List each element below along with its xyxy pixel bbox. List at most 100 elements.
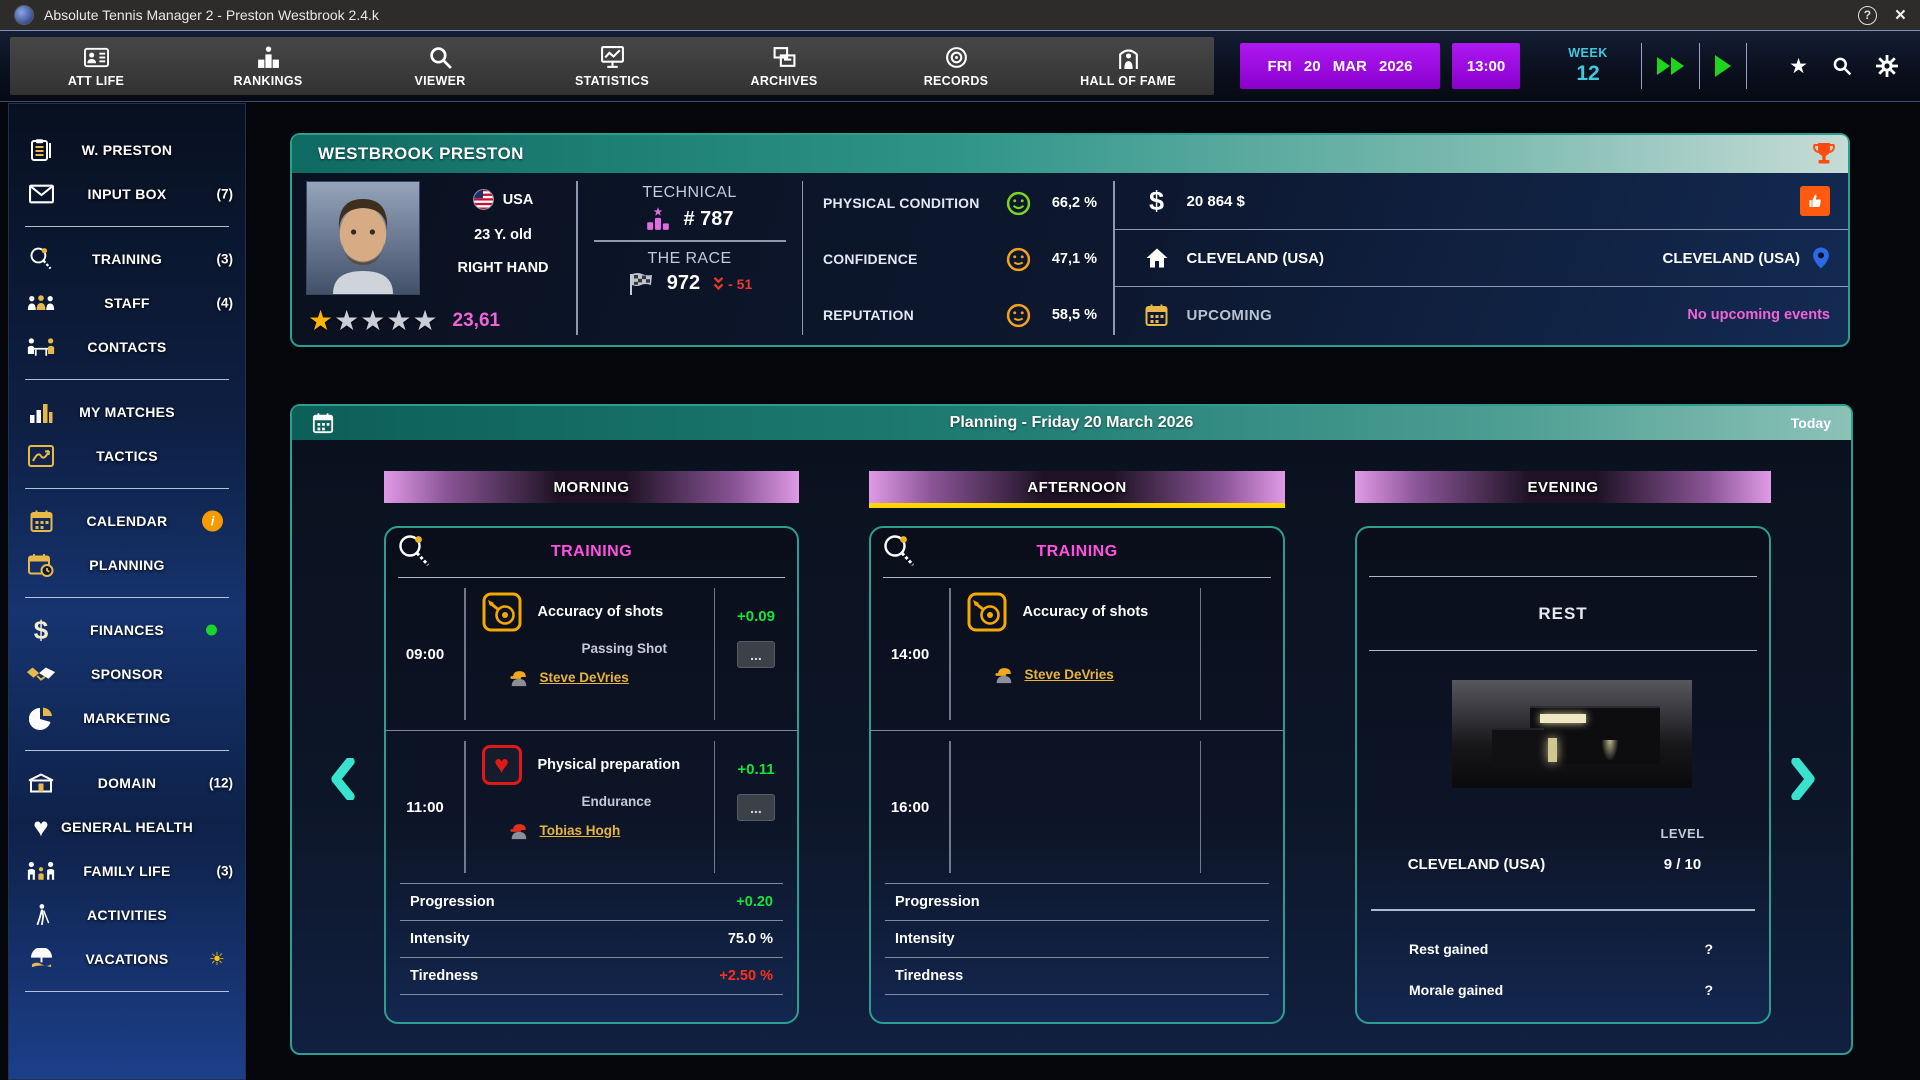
session-time: 11:00 xyxy=(406,798,444,816)
divider xyxy=(1199,741,1201,873)
summary-row: Tiredness +2.50 % xyxy=(400,957,783,995)
summary-label: Tiredness xyxy=(895,968,964,984)
rest-gained-row: Rest gained ? xyxy=(1409,928,1713,969)
summary-label: Intensity xyxy=(410,931,470,947)
sidebar-item-tactics[interactable]: TACTICS xyxy=(9,434,245,478)
gear-icon[interactable] xyxy=(1876,55,1898,77)
sidebar-item-planning[interactable]: PLANNING xyxy=(9,543,245,587)
sidebar-item-staff[interactable]: STAFF (4) xyxy=(9,281,245,325)
envelope-icon xyxy=(25,184,57,204)
calendar-clock-icon xyxy=(25,553,57,578)
session-time: 16:00 xyxy=(890,798,930,816)
upcoming-label: UPCOMING xyxy=(1186,306,1273,324)
technical-rank: # 787 xyxy=(683,207,734,230)
info-badge: i xyxy=(202,510,223,532)
condition-row: CONFIDENCE 47,1 % xyxy=(803,231,1113,287)
sidebar-item-input-box[interactable]: INPUT BOX (7) xyxy=(9,172,245,216)
sidebar-item-sponsor[interactable]: SPONSOR xyxy=(9,652,245,696)
session-title: Accuracy of shots xyxy=(537,604,664,620)
player-card-header: WESTBROOK PRESTON xyxy=(292,135,1848,173)
thumbs-up-badge[interactable] xyxy=(1800,186,1830,216)
sidebar-item-calendar[interactable]: CALENDAR i xyxy=(9,499,245,543)
building-icon xyxy=(25,773,57,794)
current-date-button[interactable]: FRI 20 MAR 2026 xyxy=(1240,43,1440,89)
training-session-row[interactable]: 14:00 Accuracy of shots xyxy=(871,578,1283,730)
beach-umbrella-icon xyxy=(25,948,57,970)
card-title: TRAINING xyxy=(550,543,633,560)
progression-gain: +0.09 xyxy=(737,608,775,625)
close-icon[interactable]: × xyxy=(1894,4,1906,26)
nav-tab-statistics[interactable]: STATISTICS xyxy=(526,37,698,95)
sidebar-item-marketing[interactable]: MARKETING xyxy=(9,696,245,740)
help-icon[interactable]: ? xyxy=(1857,5,1877,25)
condition-row: REPUTATION 58,5 % xyxy=(803,287,1113,343)
bar-chart-icon xyxy=(25,401,57,423)
upcoming-row: UPCOMING No upcoming events xyxy=(1115,287,1849,343)
staff-count: (4) xyxy=(216,295,234,311)
summary-label: Progression xyxy=(410,894,495,910)
heart-icon: ♥ xyxy=(33,812,49,842)
window-title: Absolute Tennis Manager 2 - Preston West… xyxy=(44,7,379,23)
current-location: CLEVELAND (USA) xyxy=(1662,249,1801,267)
planning-panel: Planning - Friday 20 March 2026 Today MO… xyxy=(290,404,1853,1055)
sidebar-item-family-life[interactable]: FAMILY LIFE (3) xyxy=(9,849,245,893)
nav-tab-rankings[interactable]: RANKINGS xyxy=(182,37,354,95)
trophy-icon[interactable] xyxy=(1812,141,1836,167)
sidebar-item-contacts[interactable]: CONTACTS xyxy=(9,325,245,369)
nav-tab-viewer[interactable]: VIEWER xyxy=(354,37,526,95)
nav-tab-hall-of-fame[interactable]: HALL OF FAME xyxy=(1042,37,1214,95)
clipboard-icon xyxy=(25,138,57,162)
training-session-row[interactable]: 11:00 ♥ Physical preparation Endurance xyxy=(386,730,797,883)
nav-tab-records[interactable]: RECORDS xyxy=(870,37,1042,95)
search-icon[interactable] xyxy=(1832,56,1852,76)
sidebar-divider xyxy=(25,750,229,751)
summary-value: +0.20 xyxy=(736,894,773,910)
rest-title: REST xyxy=(1369,577,1757,651)
session-options-button[interactable]: ... xyxy=(737,794,775,821)
sidebar-item-player[interactable]: W. PRESTON xyxy=(9,128,245,172)
app-icon xyxy=(14,5,34,25)
technical-label: TECHNICAL xyxy=(642,184,737,201)
summary-row: Intensity 75.0 % xyxy=(400,920,783,957)
coach-link[interactable]: Steve DeVries xyxy=(539,669,629,685)
section-divider xyxy=(801,181,803,335)
session-time: 14:00 xyxy=(890,645,930,663)
previous-day-chevron[interactable] xyxy=(328,758,358,800)
map-pin-icon[interactable] xyxy=(1812,246,1830,270)
usa-flag-icon xyxy=(472,189,494,210)
pie-chart-icon xyxy=(25,706,57,730)
nav-tab-archives[interactable]: ARCHIVES xyxy=(698,37,870,95)
coach-link[interactable]: Steve DeVries xyxy=(1024,666,1114,682)
next-day-chevron[interactable] xyxy=(1788,758,1818,800)
training-session-row[interactable]: 16:00 xyxy=(871,730,1283,883)
coach-link[interactable]: Tobias Hogh xyxy=(539,822,621,838)
sidebar-item-vacations[interactable]: VACATIONS ☀ xyxy=(9,937,245,981)
tactics-board-icon xyxy=(25,445,57,467)
morale-gained-row: Morale gained ? xyxy=(1409,969,1713,1010)
podium-icon xyxy=(256,45,281,70)
fast-forward-icon[interactable] xyxy=(1657,57,1684,75)
star-filled: ★ xyxy=(308,305,334,336)
location-row: CLEVELAND (USA) CLEVELAND (USA) xyxy=(1114,229,1848,287)
training-session-row[interactable]: 09:00 Accuracy of shots Passing Shot xyxy=(386,578,797,730)
day-summary: Progression +0.20 Intensity 75.0 % Tired… xyxy=(400,883,783,995)
nav-tab-att-life[interactable]: ATT LIFE xyxy=(10,37,182,95)
current-time-button[interactable]: 13:00 xyxy=(1452,43,1520,89)
sidebar-item-activities[interactable]: ACTIVITIES xyxy=(9,893,245,937)
play-icon[interactable] xyxy=(1715,55,1731,77)
progression-gain: +0.11 xyxy=(737,761,775,778)
podium-star-icon xyxy=(645,206,671,232)
sidebar-item-general-health[interactable]: ♥ GENERAL HEALTH xyxy=(9,805,245,849)
accuracy-target-icon xyxy=(482,592,522,632)
sidebar-item-training[interactable]: TRAINING (3) xyxy=(9,237,245,281)
calendar-icon xyxy=(312,412,334,434)
sidebar-item-my-matches[interactable]: MY MATCHES xyxy=(9,390,245,434)
sidebar-item-domain[interactable]: DOMAIN (12) xyxy=(9,761,245,805)
session-options-button[interactable]: ... xyxy=(737,641,775,668)
today-button[interactable]: Today xyxy=(1790,415,1831,431)
sidebar-item-finances[interactable]: $ FINANCES xyxy=(9,608,245,652)
section-divider xyxy=(576,181,578,335)
divider xyxy=(713,588,715,720)
favorites-star-icon[interactable]: ★ xyxy=(1789,54,1808,78)
